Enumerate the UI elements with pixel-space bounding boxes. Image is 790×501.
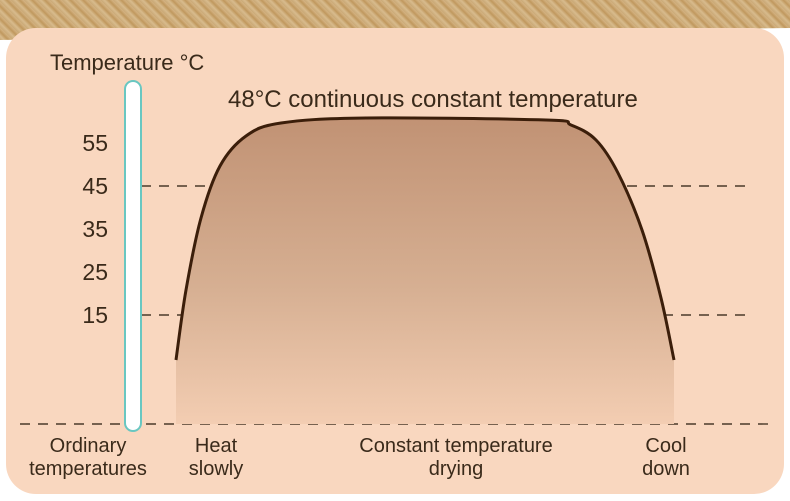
y-tick-35: 35: [68, 216, 108, 243]
y-tick-45: 45: [68, 173, 108, 200]
x-label-cool: Cool down: [616, 435, 716, 481]
y-tick-55: 55: [68, 130, 108, 157]
chart-panel: Temperature °C 48°C continuous constant …: [6, 28, 784, 494]
temperature-area: [176, 118, 674, 424]
x-label-ordinary: Ordinary temperatures: [8, 435, 168, 481]
page-root: Temperature °C 48°C continuous constant …: [0, 0, 790, 501]
x-label-constant: Constant temperature drying: [306, 435, 606, 481]
x-label-heat: Heat slowly: [166, 435, 266, 481]
y-tick-25: 25: [68, 259, 108, 286]
y-tick-15: 15: [68, 302, 108, 329]
plot-svg: [6, 28, 784, 494]
y-axis-thermometer-icon: [124, 80, 142, 432]
